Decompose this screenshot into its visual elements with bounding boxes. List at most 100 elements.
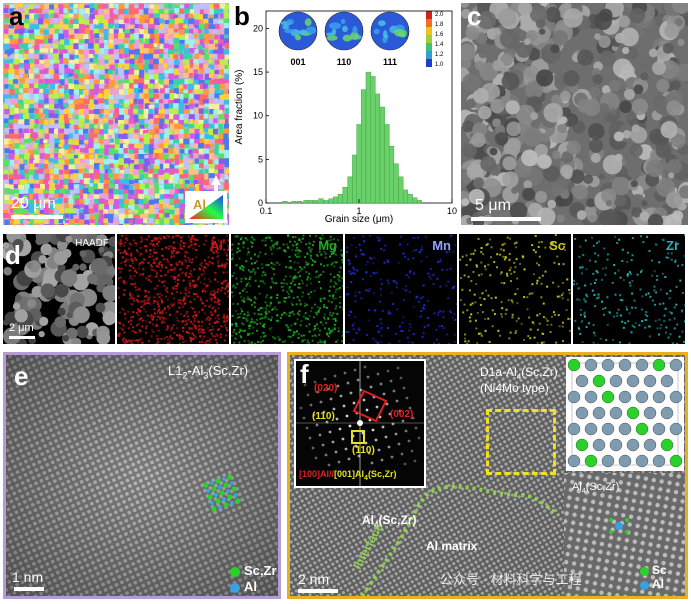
eds-pixel [453,285,456,288]
eds-pixel [272,246,275,249]
grain [164,213,170,218]
eds-pixel [408,341,411,344]
eds-pixel [296,262,299,265]
eds-pixel [261,307,264,310]
eds-pixel [152,258,155,261]
grain [224,83,229,88]
grain [84,133,91,140]
eds-pixel [209,316,212,319]
eds-pixel [200,325,203,328]
grain [154,153,160,159]
eds-pixel [528,316,531,319]
eds-pixel [254,342,257,344]
grain [104,99,109,105]
grain [143,218,148,224]
eds-pixel [221,264,224,267]
eds-pixel [515,258,518,261]
grain [83,209,90,218]
grain [58,33,65,42]
grain [18,158,24,164]
eds-pixel [567,298,570,301]
grain [34,59,40,65]
grain [49,28,56,36]
eds-pixel [300,268,303,271]
grain [114,84,119,89]
eds-pixel [145,250,148,253]
grain [139,93,144,98]
eds-pixel [333,281,336,284]
eds-pixel [346,246,349,249]
grain [39,43,44,49]
eds-pixel [174,285,177,288]
grain [203,113,209,119]
grain [83,69,88,74]
grain [174,64,179,70]
eds-pixel [256,267,259,270]
panel-a-ebsd-map: a 20 μm Al [3,3,229,225]
grain [74,109,81,115]
grain [123,158,131,165]
eds-pixel [294,268,297,271]
grain [164,3,170,9]
colorbar-step [426,51,432,59]
eds-pixel [259,307,262,310]
eds-pixel [484,268,487,271]
grain [23,113,30,122]
eds-pixel [291,304,294,307]
eds-pixel [294,277,297,280]
eds-pixel [432,283,435,286]
eds-pixel [263,323,266,326]
grain [39,88,44,93]
scale-bar-a-text: 20 μm [11,195,56,212]
eds-pixel [542,302,545,305]
grain [169,54,176,61]
eds-pixel [288,255,291,258]
grain [13,79,18,84]
grain [33,159,40,167]
eds-pixel [253,321,256,324]
eds-pixel [483,265,486,268]
grain [144,158,151,166]
grain [124,214,130,219]
eds-pixel [589,282,592,285]
grain [98,98,105,104]
eds-pixel [211,239,214,242]
grain [39,209,46,217]
eds-pixel [311,339,314,342]
grain [213,129,218,135]
grain [153,39,161,47]
grain [23,73,28,80]
grain [224,108,229,114]
eds-pixel [217,261,220,264]
grain [148,148,155,155]
eds-pixel [202,266,205,269]
grain [113,214,118,219]
eds-pixel [144,331,147,334]
grain [89,223,96,225]
eds-pixel [585,268,588,271]
eds-pixel [122,293,125,296]
eds-pixel [144,290,147,293]
eds-pixel [249,275,252,278]
eds-pixel [145,248,148,251]
grain [24,143,29,148]
eds-pixel [312,329,315,332]
eds-pixel [466,342,469,344]
grain [179,39,185,47]
grain [123,223,131,225]
grain [103,39,108,45]
eds-pixel [124,241,127,244]
eds-pixel [177,274,180,277]
sem-grain [518,3,533,16]
grain [108,43,113,48]
eds-pixel [436,261,439,264]
eds-pixel [314,234,317,237]
grain [108,134,113,139]
eds-pixel [159,312,162,315]
grain [154,219,160,225]
eds-pixel [154,251,157,254]
grain [18,128,23,134]
eds-pixel [642,241,645,244]
grain [208,103,214,111]
